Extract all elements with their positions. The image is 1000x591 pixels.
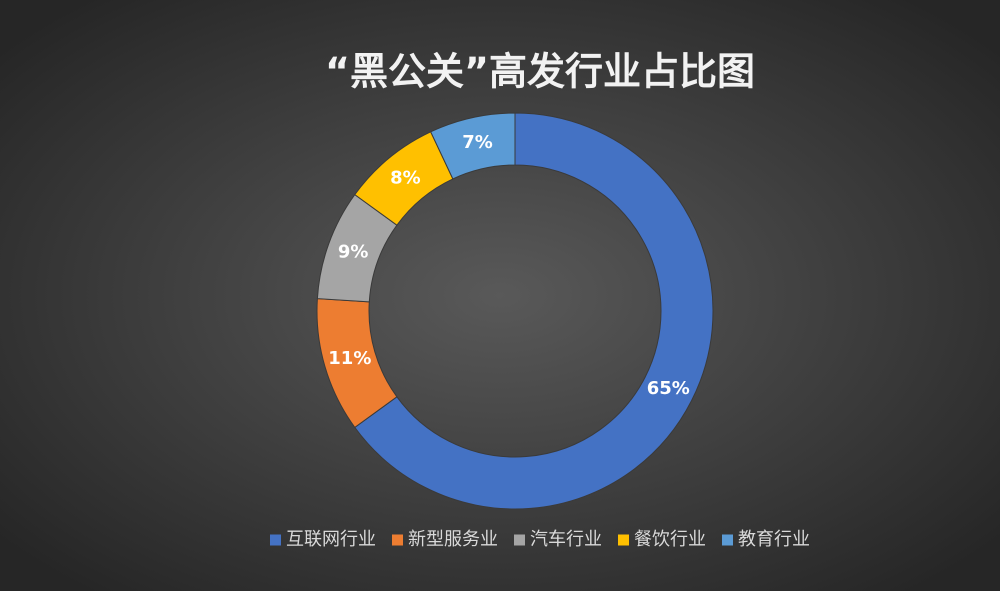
legend-label: 互联网行业 — [286, 529, 376, 550]
legend-swatch — [392, 534, 403, 546]
doughnut-segment — [354, 112, 714, 510]
data-label: 7% — [462, 132, 493, 153]
data-label: 9% — [338, 242, 369, 263]
data-label: 8% — [390, 167, 421, 188]
doughnut-segment — [430, 112, 516, 180]
legend-swatch — [722, 534, 733, 546]
data-label: 65% — [647, 378, 690, 399]
chart-title: “黑公关”高发行业占比图 — [325, 50, 755, 94]
legend-swatch — [618, 534, 629, 546]
legend-label: 新型服务业 — [408, 529, 498, 550]
legend-label: 教育行业 — [738, 529, 810, 550]
legend-swatch — [514, 534, 525, 546]
legend-swatch — [270, 534, 281, 546]
legend-label: 汽车行业 — [530, 529, 602, 550]
legend-label: 餐饮行业 — [634, 529, 706, 550]
data-label: 11% — [328, 348, 371, 369]
